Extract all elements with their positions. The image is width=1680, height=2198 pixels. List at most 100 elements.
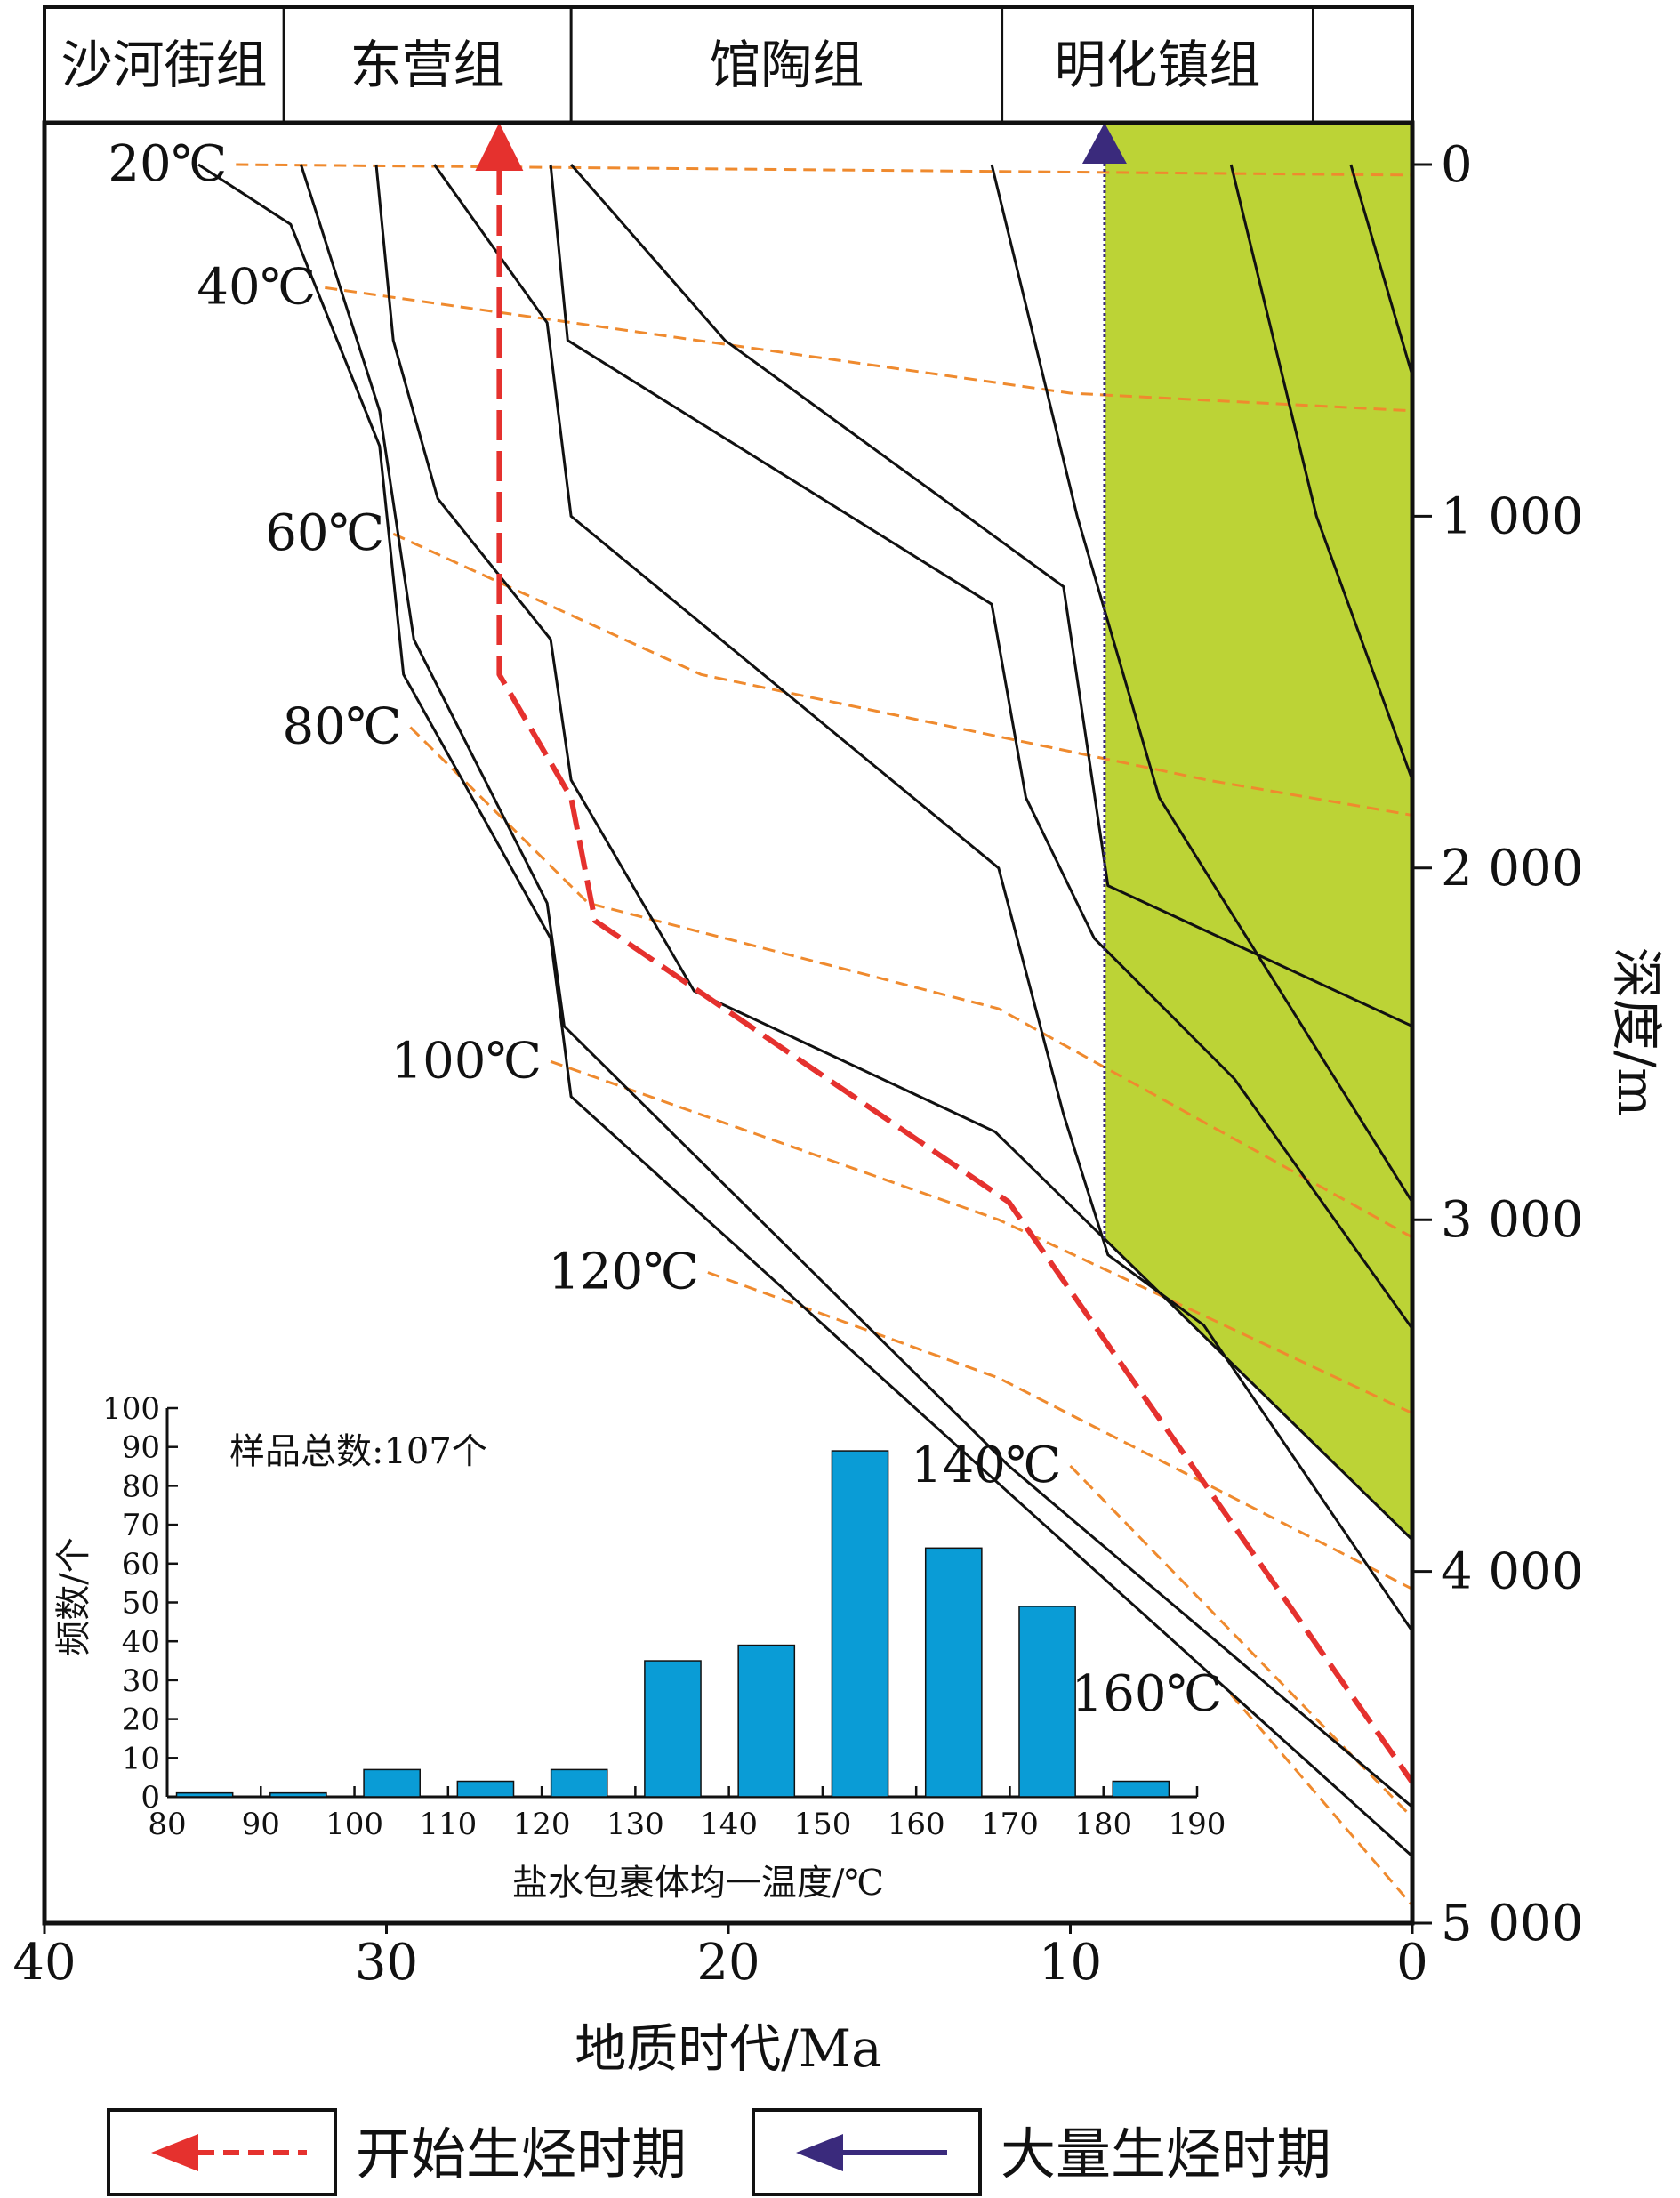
y-tick-label: 5 000 (1441, 1895, 1583, 1952)
x-axis: 40 30 20 10 0 (12, 1923, 1428, 1992)
inset-x-tick-label: 130 (607, 1807, 664, 1842)
legend-item-major-generation: 大量生烃时期 (752, 2108, 1331, 2196)
legend: 开始生烃时期 大量生烃时期 (107, 2108, 1331, 2196)
histogram-bar (456, 1780, 515, 1798)
legend-box-initial (107, 2108, 337, 2196)
burial-curve (197, 163, 1412, 1858)
histogram-bar (831, 1450, 889, 1798)
histogram-bar (363, 1768, 421, 1798)
isotherm-label: 100℃ (391, 1032, 543, 1090)
isotherm-label: 140℃ (911, 1437, 1062, 1494)
y-tick-label: 4 000 (1441, 1543, 1583, 1601)
inset-y-tick-label: 30 (122, 1663, 160, 1699)
x-tick-label: 10 (1039, 1934, 1102, 1992)
isotherm-label: 40℃ (197, 258, 316, 316)
legend-red-arrowhead (151, 2134, 198, 2171)
major-generation-arrowhead (1081, 123, 1127, 164)
isotherm-line (392, 532, 1412, 817)
histogram-bar (737, 1644, 796, 1798)
legend-label-major: 大量生烃时期 (1001, 2122, 1331, 2186)
inset-y-tick-label: 20 (122, 1703, 160, 1738)
inset-x-tick-label: 190 (1169, 1807, 1226, 1842)
major-generation-zone-layer (1104, 123, 1412, 1540)
formation-label: 馆陶组 (709, 35, 864, 95)
legend-purple-arrowhead (796, 2134, 843, 2171)
initial-generation-path (496, 165, 1412, 1784)
burial-curve (433, 164, 1412, 1632)
legend-item-initial-generation: 开始生烃时期 (107, 2108, 687, 2196)
inset-x-tick-label: 140 (700, 1807, 758, 1842)
isotherm-layer: 20℃ 40℃ 60℃ 80℃ 100℃ 120℃ 140℃ 160℃ (108, 135, 1412, 1907)
major-generation-zone (1104, 123, 1412, 1540)
y-tick-label: 2 000 (1441, 840, 1583, 898)
inset-y-axis-title: 频数/个 (53, 1537, 94, 1655)
inset-y-tick-label: 60 (122, 1547, 160, 1582)
inset-y-tick-label: 0 (141, 1780, 160, 1816)
inset-x-tick-label: 110 (419, 1807, 477, 1842)
x-tick-label: 40 (12, 1934, 76, 1992)
histogram-bar (269, 1791, 327, 1798)
inset-x-axis-title: 盐水包裹体均一温度/℃ (512, 1863, 884, 1904)
inset-y-tick-label: 70 (122, 1508, 160, 1543)
inset-x-tick-label: 160 (888, 1807, 945, 1842)
inset-x-tick-label: 90 (242, 1807, 280, 1842)
inset-y-tick-label: 10 (122, 1741, 160, 1776)
isotherm-label: 60℃ (265, 504, 384, 562)
inset-y-tick-label: 40 (122, 1624, 160, 1660)
y-tick-label: 0 (1441, 136, 1473, 194)
isotherm-line (1069, 1464, 1412, 1819)
histogram-bar (1112, 1780, 1170, 1798)
y-axis-title: 深度/m (1606, 947, 1667, 1117)
inset-y-tick-label: 80 (122, 1469, 160, 1504)
formation-label: 沙河街组 (61, 35, 268, 95)
y-tick-label: 3 000 (1441, 1191, 1583, 1249)
inset-x-tick-label: 150 (793, 1807, 851, 1842)
inset-x-tick-label: 180 (1074, 1807, 1132, 1842)
burial-curve (1229, 164, 1412, 781)
burial-curve (549, 164, 1412, 1330)
y-tick-label: 1 000 (1441, 487, 1583, 545)
histogram-bar (550, 1768, 608, 1798)
formation-label: 东营组 (350, 35, 505, 95)
histogram-bar (924, 1547, 983, 1798)
isotherm-line (236, 163, 1412, 177)
burial-curve (569, 164, 1412, 1028)
inset-y-tick-label: 50 (122, 1586, 160, 1622)
isotherm-line (325, 286, 1412, 413)
burial-curve (990, 164, 1412, 1204)
formation-label: 明化镇组 (1055, 35, 1261, 95)
burial-curve (374, 164, 1412, 1542)
formation-header: 沙河街组 东营组 馆陶组 明化镇组 (61, 7, 1314, 123)
generation-path-layer (475, 123, 1412, 1784)
histogram-bar (644, 1660, 702, 1798)
inset-x-tick-label: 80 (148, 1807, 186, 1842)
inset-y-tick-label: 90 (122, 1430, 160, 1466)
initial-generation-arrowhead (475, 123, 524, 171)
inset-x-tick-label: 120 (513, 1807, 571, 1842)
inset-y-tick-label: 100 (102, 1391, 160, 1427)
x-tick-label: 0 (1396, 1934, 1428, 1992)
isotherm-line (1230, 1694, 1412, 1907)
legend-label-initial: 开始生烃时期 (356, 2122, 687, 2186)
x-tick-label: 20 (696, 1934, 760, 1992)
histogram-bar (1018, 1606, 1076, 1798)
inset-x-tick-label: 170 (981, 1807, 1039, 1842)
isotherm-line (409, 726, 1412, 1239)
y-axis: 0 1 000 2 000 3 000 4 000 5 000 (1412, 136, 1583, 1952)
isotherm-label: 80℃ (283, 698, 402, 756)
x-tick-label: 30 (355, 1934, 418, 1992)
burial-curve-layer (197, 163, 1412, 1858)
burial-curve (1349, 164, 1412, 376)
histogram-bar (175, 1791, 234, 1798)
legend-box-major (752, 2108, 982, 2196)
isotherm-label: 160℃ (1072, 1665, 1223, 1723)
inset-x-tick-label: 100 (326, 1807, 383, 1842)
isotherm-label: 20℃ (108, 135, 227, 193)
burial-curve (299, 164, 1412, 1808)
isotherm-line (550, 1059, 1412, 1415)
x-axis-title: 地质时代/Ma (575, 2018, 882, 2079)
isotherm-label: 120℃ (548, 1244, 699, 1301)
inset-annotation: 样品总数:107个 (229, 1431, 487, 1472)
